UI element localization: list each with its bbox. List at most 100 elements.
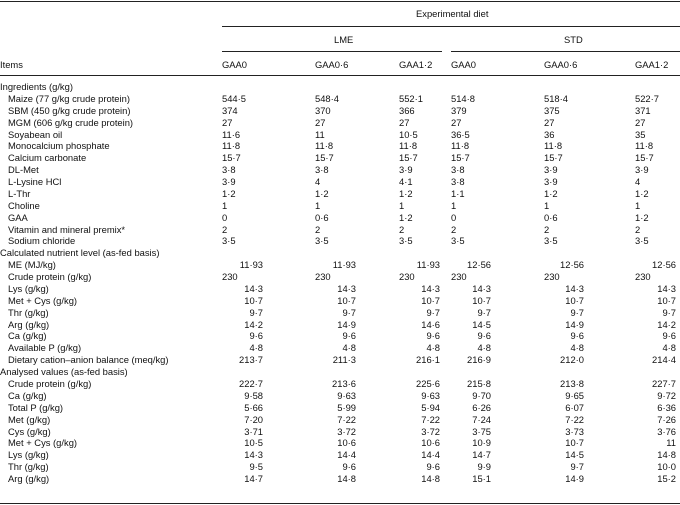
table-cell-std-gaa0: 514·8 — [451, 92, 475, 104]
table-cell-lme-gaa12: 1·2 — [399, 187, 413, 199]
table-cell-lme-gaa0: 10·7 — [244, 294, 263, 306]
table-cell-std-gaa0: 9·7 — [477, 306, 491, 318]
table-cell-std-gaa0: 11·8 — [451, 140, 470, 152]
table-cell-std-gaa12: 7·26 — [657, 413, 676, 425]
table-cell-lme-gaa06: 3·72 — [337, 425, 356, 437]
column-header-std-gaa06: GAA0·6 — [544, 59, 578, 70]
table-cell-lme-gaa12: 10·5 — [399, 128, 418, 140]
table-cell-std-gaa12: 14·3 — [657, 282, 676, 294]
table-cell-std-gaa12: 522·7 — [635, 92, 659, 104]
row-label: Ca (g/kg) — [8, 389, 47, 401]
table-cell-lme-gaa12: 230 — [399, 271, 415, 283]
table-cell-std-gaa0: 9·6 — [477, 330, 491, 342]
table-cell-lme-gaa0: 0 — [222, 211, 228, 223]
table-cell-std-gaa06: 11·8 — [544, 140, 563, 152]
table-cell-lme-gaa12: 216·1 — [416, 354, 440, 366]
row-label: Soyabean oil — [8, 128, 63, 140]
table-cell-std-gaa12: 35 — [635, 128, 646, 140]
row-label: GAA — [8, 211, 28, 223]
table-cell-lme-gaa06: 14·3 — [337, 282, 356, 294]
row-label: Vitamin and mineral premix* — [8, 223, 126, 235]
table-cell-lme-gaa06: 10·6 — [337, 437, 356, 449]
table-cell-lme-gaa12: 4·1 — [399, 176, 413, 188]
table-cell-lme-gaa0: 2 — [222, 223, 228, 235]
table-cell-lme-gaa0: 1·2 — [222, 187, 236, 199]
table-cell-lme-gaa06: 4·8 — [342, 342, 356, 354]
table-cell-std-gaa06: 36 — [544, 128, 555, 140]
table-cell-std-gaa0: 36·5 — [451, 128, 470, 140]
table-cell-std-gaa06: 0·6 — [544, 211, 558, 223]
table-cell-std-gaa06: 14·3 — [565, 282, 584, 294]
table-cell-lme-gaa0: 222·7 — [239, 378, 263, 389]
table-cell-std-gaa06: 3·73 — [565, 425, 584, 437]
table-cell-std-gaa0: 3·8 — [451, 176, 465, 188]
table-cell-lme-gaa0: 11·6 — [222, 128, 241, 140]
table-cell-lme-gaa12: 225·6 — [416, 378, 440, 389]
table-cell-std-gaa12: 230 — [635, 271, 651, 283]
row-label: L-Lysine HCl — [8, 176, 62, 188]
table-cell-std-gaa0: 1 — [451, 199, 457, 211]
table-cell-std-gaa12: 3·5 — [635, 235, 649, 247]
table-cell-lme-gaa06: 5·99 — [337, 401, 356, 413]
table-cell-lme-gaa0: 14·3 — [244, 449, 263, 461]
row-label: Calcium carbonate — [8, 152, 87, 164]
table-cell-std-gaa06: 3·9 — [544, 176, 558, 188]
row-label: L-Thr — [8, 187, 31, 199]
table-cell-std-gaa06: 213·8 — [560, 378, 584, 389]
table-cell-lme-gaa06: 10·7 — [337, 294, 356, 306]
table-cell-lme-gaa12: 11·8 — [399, 140, 418, 152]
bottom-rule — [0, 503, 680, 504]
group-label-std: STD — [564, 34, 583, 45]
table-cell-lme-gaa12: 9·63 — [421, 389, 440, 401]
table-cell-std-gaa12: 1·2 — [635, 211, 649, 223]
section-title: Ingredients (g/kg) — [0, 81, 73, 92]
table-cell-lme-gaa12: 14·4 — [421, 449, 440, 461]
table-cell-std-gaa12: 15·7 — [635, 152, 654, 164]
table-cell-std-gaa06: 14·5 — [565, 449, 584, 461]
table-cell-lme-gaa0: 14·3 — [244, 282, 263, 294]
table-cell-lme-gaa06: 11 — [315, 128, 325, 140]
table-cell-std-gaa12: 1 — [635, 199, 641, 211]
row-label: Lys (g/kg) — [8, 449, 49, 461]
table-cell-std-gaa0: 216·9 — [467, 354, 491, 366]
table-cell-std-gaa12: 371 — [635, 104, 651, 116]
table-cell-lme-gaa12: 10·6 — [421, 437, 440, 449]
table-cell-std-gaa06: 7·22 — [565, 413, 584, 425]
row-label: Dietary cation–anion balance (meq/kg) — [8, 354, 169, 366]
table-cell-std-gaa12: 10·7 — [657, 294, 676, 306]
table-cell-lme-gaa0: 9·7 — [249, 306, 263, 318]
table-cell-std-gaa12: 4·8 — [662, 342, 676, 354]
group-std-rule — [451, 51, 680, 52]
table-cell-std-gaa0: 3·75 — [472, 425, 491, 437]
table-cell-lme-gaa12: 552·1 — [399, 92, 423, 104]
table-cell-std-gaa0: 14·5 — [472, 318, 491, 330]
table-cell-lme-gaa0: 5·66 — [244, 401, 263, 413]
table-cell-lme-gaa12: 7·22 — [421, 413, 440, 425]
table-cell-lme-gaa06: 11·93 — [332, 259, 356, 271]
table-cell-lme-gaa12: 14·8 — [421, 473, 440, 485]
table-cell-lme-gaa0: 15·7 — [222, 152, 241, 164]
table-cell-std-gaa06: 6·07 — [565, 401, 584, 413]
table-cell-std-gaa0: 3·8 — [451, 164, 465, 176]
table-cell-lme-gaa0: 374 — [222, 104, 238, 116]
table-cell-lme-gaa12: 10·7 — [421, 294, 440, 306]
table-cell-std-gaa0: 10·7 — [472, 294, 491, 306]
table-cell-lme-gaa06: 15·7 — [315, 152, 334, 164]
table-cell-std-gaa0: 14·7 — [472, 449, 491, 461]
row-label: Crude protein (g/kg) — [8, 378, 92, 389]
table-cell-std-gaa0: 230 — [451, 271, 467, 283]
column-header-lme-gaa0: GAA0 — [222, 59, 248, 70]
table-cell-std-gaa06: 10·7 — [565, 437, 584, 449]
row-label: Cys (g/kg) — [8, 425, 51, 437]
table-cell-lme-gaa06: 370 — [315, 104, 331, 116]
table-cell-std-gaa0: 7·24 — [472, 413, 491, 425]
table-cell-lme-gaa12: 366 — [399, 104, 415, 116]
table-cell-std-gaa12: 6·36 — [657, 401, 676, 413]
table-cell-std-gaa06: 9·65 — [565, 389, 584, 401]
table-cell-lme-gaa12: 3·5 — [399, 235, 413, 247]
table-cell-lme-gaa12: 9·6 — [426, 461, 440, 473]
table-cell-std-gaa0: 14·3 — [472, 282, 491, 294]
table-cell-std-gaa06: 14·9 — [565, 473, 584, 485]
table-cell-std-gaa06: 14·9 — [565, 318, 584, 330]
row-label: Thr (g/kg) — [8, 461, 49, 473]
